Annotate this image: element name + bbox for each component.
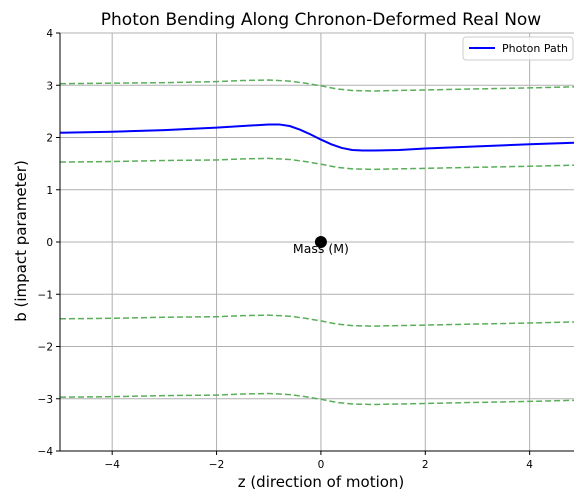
- y-tick-label: 4: [46, 28, 53, 40]
- point-layer: Mass (M): [293, 236, 349, 256]
- mass-marker: [314, 236, 327, 248]
- series-line-dashed-2: [59, 157, 574, 171]
- y-tick-label: 1: [46, 185, 53, 197]
- series-line-photon-path: [59, 123, 574, 152]
- legend-frame: [462, 36, 574, 61]
- x-tick-label: 4: [526, 459, 533, 471]
- y-tick-label: −2: [38, 342, 53, 354]
- mass-label: Mass (M): [293, 241, 349, 256]
- legend-label-photon-path: Photon Path: [502, 42, 568, 55]
- y-tick-label: −1: [38, 289, 53, 301]
- tick-marks: −4 −2 0 2 4 −4 −3 −2 −1 0 1 2 3 4: [38, 28, 534, 471]
- y-tick-label: 0: [46, 237, 53, 249]
- legend: Photon Path: [462, 36, 574, 61]
- y-tick-label: −4: [38, 446, 54, 458]
- x-tick-label: −4: [104, 459, 120, 471]
- y-tick-label: −3: [38, 394, 53, 406]
- x-tick-label: 2: [422, 459, 429, 471]
- series-layer: [59, 79, 574, 406]
- series-line-dashed-3: [59, 314, 574, 327]
- y-tick-label: 3: [46, 80, 53, 92]
- series-line-dashed-1: [59, 79, 574, 92]
- x-axis-label: z (direction of motion): [238, 473, 405, 491]
- series-line-dashed-4: [59, 392, 574, 406]
- x-tick-label: 0: [318, 459, 325, 471]
- chart-title: Photon Bending Along Chronon-Deformed Re…: [101, 10, 542, 30]
- x-tick-label: −2: [209, 459, 224, 471]
- y-axis-label: b (impact parameter): [12, 160, 30, 322]
- y-tick-label: 2: [46, 133, 53, 145]
